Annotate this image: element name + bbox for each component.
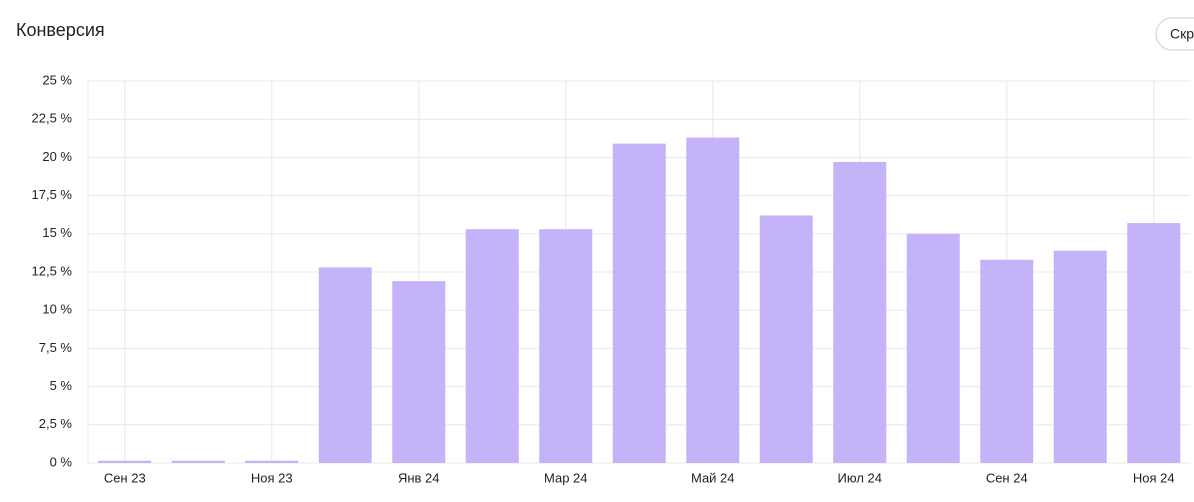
bar xyxy=(245,460,299,463)
bar xyxy=(759,215,813,463)
x-tick-label: Май 24 xyxy=(691,470,735,485)
bar xyxy=(1053,250,1107,463)
y-tick-label: 2,5 % xyxy=(39,416,73,431)
hide-button-group[interactable]: Скр xyxy=(1155,17,1194,51)
y-tick-label: 15 % xyxy=(42,225,72,240)
bar xyxy=(1127,223,1181,463)
bar xyxy=(906,233,960,463)
y-tick-label: 7,5 % xyxy=(39,340,73,355)
y-tick-label: 5 % xyxy=(50,378,73,393)
x-tick-label: Сен 24 xyxy=(986,470,1028,485)
x-tick-label: Мар 24 xyxy=(544,470,588,485)
bar xyxy=(171,460,225,463)
x-tick-label: Июл 24 xyxy=(838,470,882,485)
x-tick-label: Ноя 23 xyxy=(251,470,293,485)
x-tick-label: Сен 23 xyxy=(104,470,146,485)
bar xyxy=(465,229,519,463)
bar xyxy=(539,229,593,463)
x-tick-label: Ноя 24 xyxy=(1133,470,1175,485)
bar xyxy=(98,460,152,463)
y-tick-label: 25 % xyxy=(42,72,72,87)
x-tick-label: Янв 24 xyxy=(398,470,440,485)
chart-title: Конверсия xyxy=(16,20,105,40)
bar xyxy=(980,259,1034,463)
y-tick-label: 10 % xyxy=(42,302,72,317)
hide-button-label[interactable]: Скр xyxy=(1170,26,1194,42)
bar xyxy=(686,137,740,463)
y-tick-label: 20 % xyxy=(42,149,72,164)
y-tick-label: 17,5 % xyxy=(32,187,73,202)
bar xyxy=(612,143,666,463)
hide-button[interactable] xyxy=(1155,17,1194,51)
bar xyxy=(392,281,446,463)
bar xyxy=(833,161,887,463)
y-tick-label: 0 % xyxy=(50,454,73,469)
bar xyxy=(318,267,372,463)
y-tick-label: 12,5 % xyxy=(32,263,73,278)
y-tick-label: 22,5 % xyxy=(32,111,73,126)
